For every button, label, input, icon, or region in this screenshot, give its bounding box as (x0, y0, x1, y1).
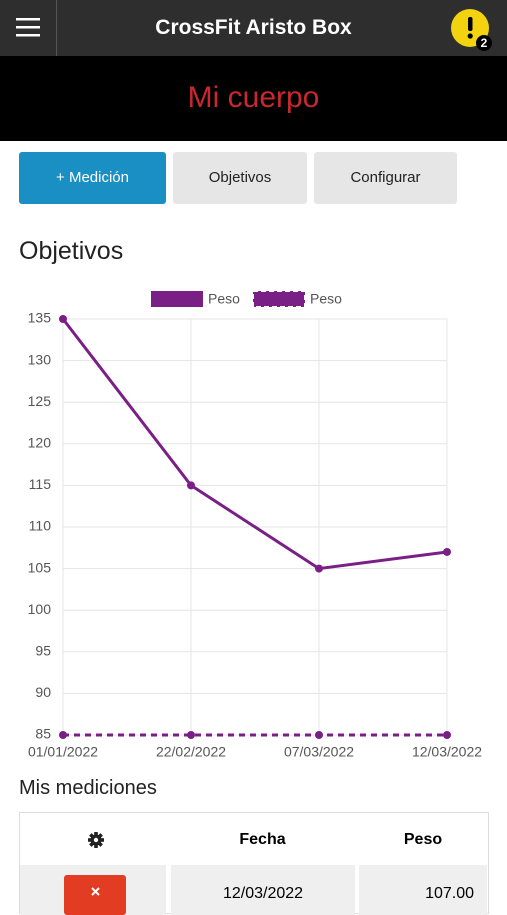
tab-button[interactable]: Configurar (314, 152, 457, 204)
table-cell-text: 107.00 (425, 885, 474, 902)
banner: Mi cuerpo (0, 56, 507, 141)
top-bar: CrossFit Aristo Box 2 (0, 0, 507, 56)
data-point (59, 315, 67, 323)
section-title: Mis mediciones (19, 777, 157, 799)
x-tick-label: 12/03/2022 (412, 744, 482, 760)
y-tick-label: 120 (28, 435, 52, 451)
measurements-table: Fecha Peso 12/03/2022 107.00 (19, 812, 489, 915)
y-tick-label: 115 (29, 476, 52, 492)
column-header: Peso (403, 831, 443, 848)
y-tick-label: 135 (28, 310, 52, 326)
data-point (187, 481, 195, 490)
y-tick-label: 105 (28, 559, 52, 575)
tab-button[interactable]: + Medición (19, 152, 166, 204)
y-tick-label: 90 (35, 684, 51, 700)
table-cell-text: 12/03/2022 (222, 885, 304, 902)
x-tick-label: 07/03/2022 (284, 744, 354, 760)
y-tick-label: 125 (28, 393, 52, 409)
legend-label: Peso (208, 291, 240, 307)
data-point (315, 564, 323, 573)
data-point (187, 731, 195, 739)
delete-button[interactable] (64, 875, 126, 915)
page-title: Mi cuerpo (187, 81, 320, 114)
y-tick-label: 110 (29, 518, 52, 534)
column-header: Fecha (239, 831, 286, 848)
data-point (315, 731, 323, 739)
y-tick-label: 100 (28, 601, 52, 617)
y-tick-label: 85 (35, 726, 51, 742)
x-tick-label: 22/02/2022 (156, 744, 226, 760)
x-tick-label: 01/01/2022 (28, 744, 98, 760)
y-tick-label: 130 (28, 351, 52, 367)
legend-swatch (151, 291, 203, 307)
legend-label: Peso (310, 291, 342, 307)
y-tick-label: 95 (35, 643, 51, 659)
data-point (443, 731, 451, 739)
legend-swatch (252, 290, 306, 308)
notification-count: 2 (481, 36, 488, 50)
notification-icon[interactable]: 2 (448, 8, 498, 54)
tab-button[interactable]: Objetivos (173, 152, 307, 204)
app-title: CrossFit Aristo Box (155, 16, 352, 39)
section-title: Objetivos (19, 237, 124, 265)
chart: 85 90 95 100 105 110 115 120 125 130 135 01/01/2022… (28, 290, 482, 760)
line-series (61, 318, 448, 571)
data-point (443, 547, 451, 556)
data-point (59, 731, 67, 739)
settings-icon (88, 832, 104, 848)
menu-icon[interactable] (16, 16, 42, 40)
